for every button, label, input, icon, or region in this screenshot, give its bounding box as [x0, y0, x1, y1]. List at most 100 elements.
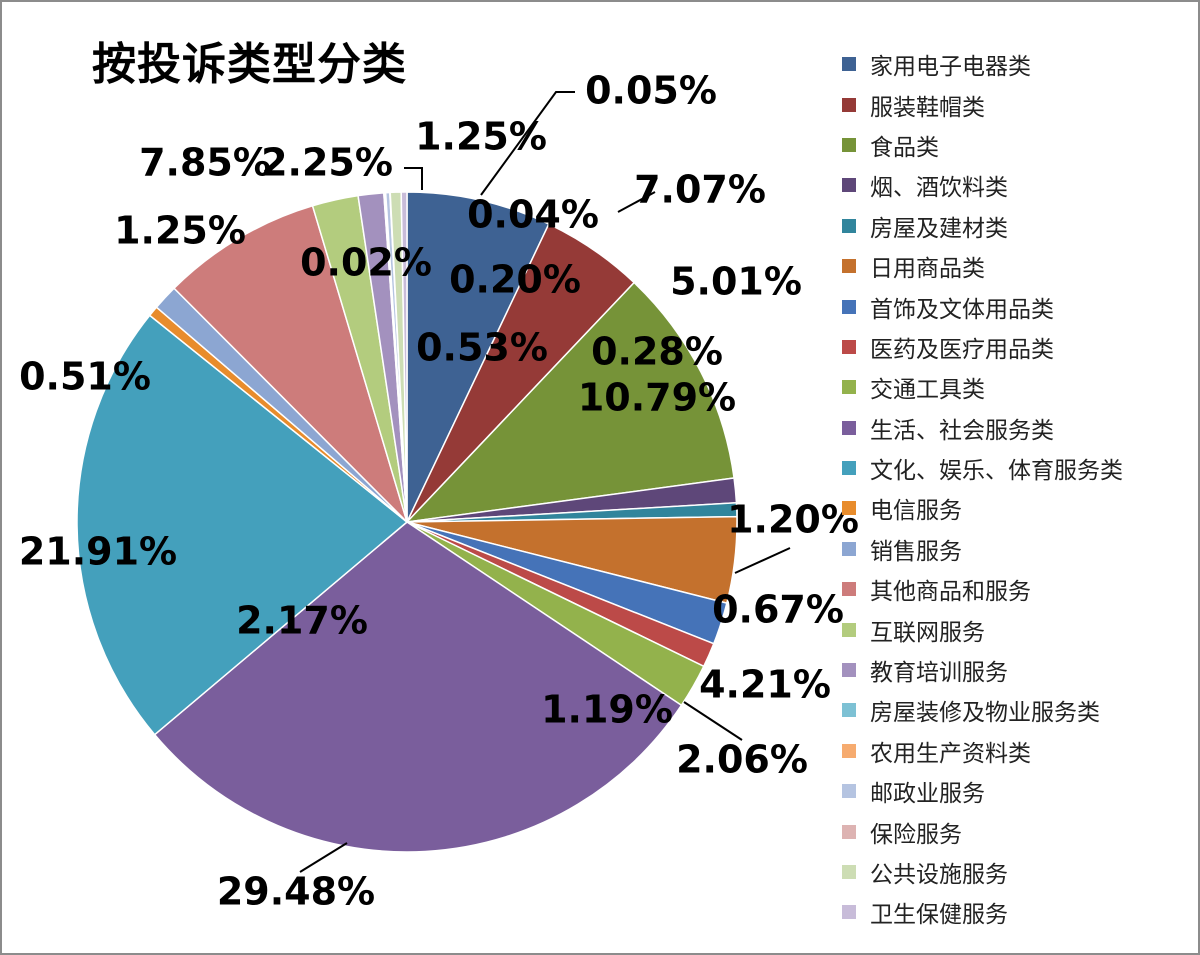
legend-label: 日用商品类	[870, 256, 985, 283]
legend-label: 家用电子电器类	[870, 54, 1031, 81]
legend-item: 房屋及建材类	[842, 206, 1123, 246]
pie-slice-3	[404, 281, 735, 524]
legend-label: 其他商品和服务	[870, 579, 1031, 606]
legend-swatch	[842, 501, 856, 516]
legend-label: 农用生产资料类	[870, 740, 1031, 767]
legend-swatch	[842, 541, 856, 556]
legend-label: 烟、酒饮料类	[870, 175, 1008, 202]
legend-label: 销售服务	[870, 538, 962, 565]
legend-swatch	[842, 663, 856, 678]
legend-swatch	[842, 299, 856, 314]
legend-swatch	[842, 178, 856, 193]
data-label-3: 10.79%	[578, 376, 736, 420]
legend-item: 邮政业服务	[842, 771, 1123, 811]
legend-item: 烟、酒饮料类	[842, 165, 1123, 205]
legend-swatch	[842, 218, 856, 233]
legend-swatch	[842, 622, 856, 637]
leader-line-7	[683, 701, 743, 741]
legend-label: 交通工具类	[870, 377, 985, 404]
legend-label: 电信服务	[870, 498, 962, 525]
legend-label: 服装鞋帽类	[870, 94, 985, 121]
data-label-6: 4.21%	[699, 663, 831, 707]
legend-item: 房屋装修及物业服务类	[842, 690, 1123, 730]
legend-swatch	[842, 582, 856, 597]
legend-item: 日用商品类	[842, 246, 1123, 286]
pie-slice-11	[76, 314, 409, 736]
data-label-12: 0.51%	[19, 355, 151, 399]
legend-item: 文化、娱乐、体育服务类	[842, 448, 1123, 488]
data-label-9: 2.17%	[236, 599, 368, 643]
legend-item: 生活、社会服务类	[842, 408, 1123, 448]
legend-item: 农用生产资料类	[842, 731, 1123, 771]
legend-label: 互联网服务	[870, 619, 985, 646]
data-label-1: 7.07%	[634, 168, 766, 212]
legend-label: 卫生保健服务	[870, 902, 1008, 929]
legend-swatch	[842, 784, 856, 799]
legend-swatch	[842, 380, 856, 395]
legend-swatch	[842, 461, 856, 476]
data-label-2: 5.01%	[670, 260, 802, 304]
legend-label: 食品类	[870, 134, 939, 161]
data-label-14: 7.85%	[139, 141, 271, 185]
pie-slice-22	[400, 191, 408, 523]
data-label-13: 1.25%	[114, 209, 246, 253]
legend-label: 首饰及文体用品类	[870, 296, 1054, 323]
leader-line-10	[299, 842, 348, 873]
data-label-22: 0.28%	[591, 330, 723, 374]
data-label-11: 21.91%	[19, 530, 177, 574]
data-label-18: 0.04%	[467, 193, 599, 237]
pie-slice-1	[406, 191, 550, 523]
legend-item: 保险服务	[842, 811, 1123, 851]
legend-label: 房屋及建材类	[870, 215, 1008, 242]
legend-label: 邮政业服务	[870, 781, 985, 808]
leader-line-4	[734, 547, 791, 574]
legend-swatch	[842, 420, 856, 435]
legend-swatch	[842, 743, 856, 758]
legend-item: 互联网服务	[842, 609, 1123, 649]
legend-swatch	[842, 57, 856, 72]
legend-swatch	[842, 865, 856, 879]
leader-line-15	[404, 167, 423, 190]
data-label-5: 0.67%	[712, 588, 844, 632]
legend-item: 销售服务	[842, 529, 1123, 569]
legend-swatch	[842, 703, 856, 718]
legend-item: 公共设施服务	[842, 852, 1123, 892]
legend-item: 医药及医疗用品类	[842, 327, 1123, 367]
legend-label: 教育培训服务	[870, 660, 1008, 687]
legend-swatch	[842, 905, 856, 920]
legend-item: 食品类	[842, 125, 1123, 165]
data-label-21: 0.53%	[416, 326, 548, 370]
legend-label: 生活、社会服务类	[870, 417, 1054, 444]
data-label-7: 2.06%	[676, 738, 808, 782]
data-label-10: 29.48%	[217, 870, 375, 914]
legend-label: 医药及医疗用品类	[870, 336, 1054, 363]
leader-line-1	[617, 191, 656, 213]
leader-line-17	[480, 91, 575, 196]
legend-item: 服装鞋帽类	[842, 84, 1123, 124]
legend-swatch	[842, 824, 856, 839]
legend-item: 电信服务	[842, 488, 1123, 528]
legend-item: 交通工具类	[842, 367, 1123, 407]
legend-item: 其他商品和服务	[842, 569, 1123, 609]
data-label-4: 1.20%	[727, 498, 859, 542]
data-label-17: 0.05%	[585, 69, 717, 113]
legend-swatch	[842, 339, 856, 354]
legend-label: 房屋装修及物业服务类	[870, 700, 1100, 727]
legend-item: 卫生保健服务	[842, 892, 1123, 932]
data-label-20: 0.02%	[300, 241, 432, 285]
legend-label: 公共设施服务	[870, 862, 1008, 888]
data-label-8: 1.19%	[541, 688, 673, 732]
legend-item: 教育培训服务	[842, 650, 1123, 690]
data-label-15: 2.25%	[261, 141, 393, 185]
pie-slice-10	[153, 521, 683, 853]
legend-item: 家用电子电器类	[842, 44, 1123, 84]
legend-label: 保险服务	[870, 821, 962, 848]
legend-label: 文化、娱乐、体育服务类	[870, 458, 1123, 485]
legend-swatch	[842, 259, 856, 274]
data-label-19: 0.20%	[449, 258, 581, 302]
data-label-16: 1.25%	[415, 115, 547, 159]
pie-slice-14	[173, 204, 408, 523]
legend: 家用电子电器类 服装鞋帽类食品类烟、酒饮料类 房屋及建材类 日用商品类首饰及文体用品类…	[842, 44, 1123, 933]
legend-swatch	[842, 97, 856, 112]
legend-swatch	[842, 137, 856, 152]
